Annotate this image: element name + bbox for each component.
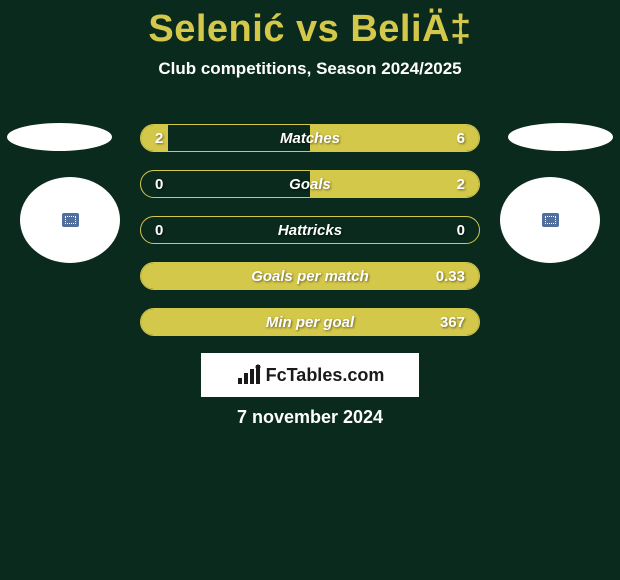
stat-label: Min per goal (141, 314, 479, 331)
image-placeholder-icon (62, 213, 79, 227)
stat-row-hattricks: 0 Hattricks 0 (140, 216, 480, 244)
stat-value-right: 0 (457, 222, 465, 239)
stat-value-right: 6 (457, 130, 465, 147)
fctables-logo-box: FcTables.com (201, 353, 419, 397)
image-placeholder-icon (542, 213, 559, 227)
stat-row-goals-per-match: Goals per match 0.33 (140, 262, 480, 290)
stat-row-matches: 2 Matches 6 (140, 124, 480, 152)
left-player-placeholder (20, 177, 120, 263)
date-text: 7 november 2024 (0, 407, 620, 428)
fctables-logo-text: FcTables.com (266, 365, 385, 386)
page-subtitle: Club competitions, Season 2024/2025 (0, 59, 620, 79)
stat-label: Hattricks (141, 222, 479, 239)
stat-value-right: 0.33 (436, 268, 465, 285)
stats-container: 2 Matches 6 0 Goals 2 0 Hattricks 0 Goal… (140, 124, 480, 354)
fctables-bars-icon (236, 364, 262, 386)
stat-row-min-per-goal: Min per goal 367 (140, 308, 480, 336)
stat-label: Goals (141, 176, 479, 193)
right-player-ellipse (508, 123, 613, 151)
stat-value-right: 2 (457, 176, 465, 193)
stat-value-right: 367 (440, 314, 465, 331)
right-player-placeholder (500, 177, 600, 263)
stat-row-goals: 0 Goals 2 (140, 170, 480, 198)
left-player-ellipse (7, 123, 112, 151)
stat-label: Goals per match (141, 268, 479, 285)
page-title: Selenić vs BeliÄ‡ (0, 0, 620, 51)
stat-label: Matches (141, 130, 479, 147)
